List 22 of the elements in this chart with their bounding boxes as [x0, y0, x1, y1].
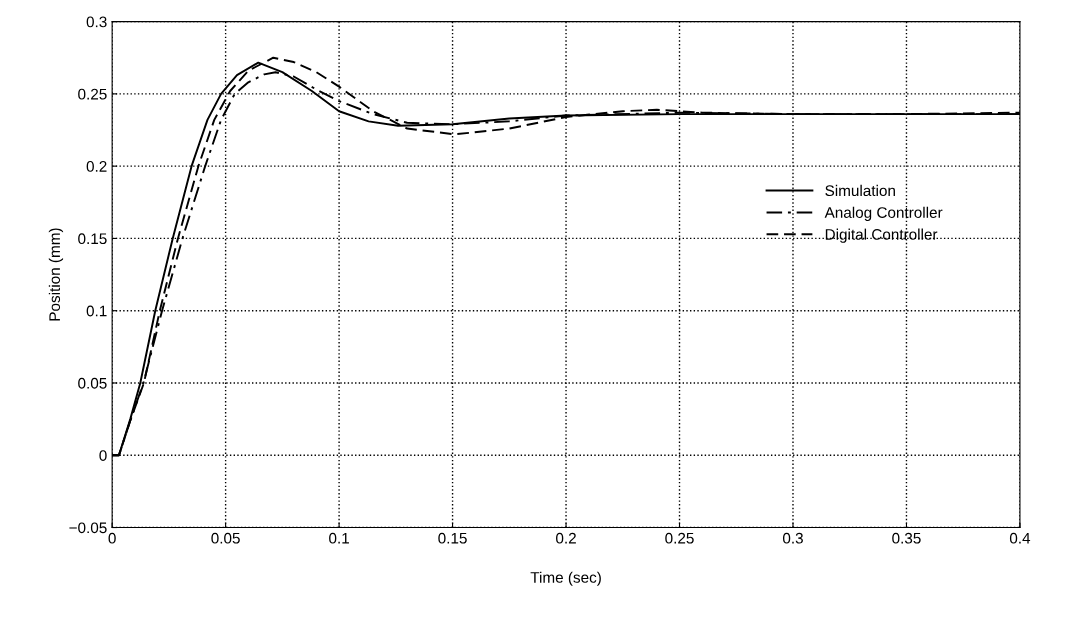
x-tick-label: 0.35 [892, 532, 921, 544]
x-tick-label: 0.25 [665, 532, 694, 544]
x-tick-label: 0.05 [211, 532, 240, 544]
y-axis-title: Position (mm) [48, 228, 64, 321]
y-tick-label: 0.2 [86, 161, 107, 172]
y-tick-label: −0.05 [69, 522, 107, 534]
x-tick-label: 0.15 [438, 532, 467, 544]
x-tick-label: 0.3 [782, 532, 803, 544]
y-tick-label: 0.1 [86, 305, 107, 317]
legend-label: Digital Controller [825, 228, 938, 243]
x-tick-label: 0.1 [329, 532, 349, 544]
x-tick-label: 0.4 [1009, 532, 1031, 544]
x-tick-label: 0.2 [556, 532, 576, 544]
x-tick-label: 0 [108, 532, 116, 544]
y-tick-label: 0 [99, 450, 107, 461]
legend-label: Analog Controller [824, 206, 943, 221]
legend-label: Simulation [825, 184, 895, 197]
y-tick-label: 0.15 [78, 233, 107, 245]
y-tick-label: 0.3 [86, 16, 107, 28]
y-tick-label: 0.25 [78, 88, 107, 100]
y-tick-label: 0.05 [78, 377, 107, 389]
x-axis-title: Time (sec) [530, 571, 601, 586]
